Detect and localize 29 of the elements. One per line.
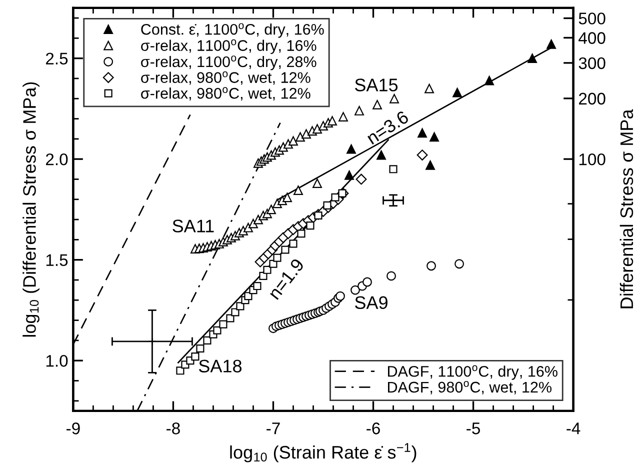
x-tick-label: -4 xyxy=(566,422,580,434)
legend-label: Const. ε̇, 1100$^{o}$C, dry, 16% xyxy=(141,23,324,38)
y2-tick-label: 500 xyxy=(578,12,606,24)
x-tick-label: -9 xyxy=(66,422,80,434)
x-axis-title: log$_{10}$ (Strain Rate ε̇ s$^{−1}$) xyxy=(230,443,416,462)
legend-label: DAGF, 980$^{o}$C, wet, 12% xyxy=(388,381,552,394)
y-axis-title: log$_{10}$ (Differential Stress σ MPa) xyxy=(22,82,40,337)
y-tick-label: 2.5 xyxy=(46,52,68,65)
y2-axis-title: Differential Stress σ MPa xyxy=(620,109,634,308)
legend-label: DAGF, 1100$^{o}$C, dry, 16% xyxy=(388,365,558,380)
annotation: SA9 xyxy=(355,296,388,310)
legend-label: σ-relax, 980$^{o}$C, wet, 12% xyxy=(141,71,310,85)
x-tick-label: -5 xyxy=(466,422,480,434)
y2-tick-label: 100 xyxy=(579,153,606,166)
y2-tick-label: 300 xyxy=(578,57,606,70)
x-tick-label: -7 xyxy=(266,422,280,434)
annotation: SA11 xyxy=(172,220,214,232)
y-tick-label: 1.0 xyxy=(46,354,68,367)
annotation: SA18 xyxy=(198,360,242,372)
y2-tick-label: 400 xyxy=(578,32,606,44)
y-tick-label: 2.0 xyxy=(46,153,68,166)
legend-label: σ-relax, 1100$^{o}$C, dry, 16% xyxy=(141,39,316,54)
legend-label: σ-relax, 1100$^{o}$C, dry, 28% xyxy=(141,56,316,70)
y-tick-label: 1.5 xyxy=(46,254,68,266)
x-tick-label: -8 xyxy=(166,422,180,434)
legend-label: σ-relax, 980$^{o}$C, wet, 12% xyxy=(141,87,310,101)
annotation: SA15 xyxy=(354,78,398,92)
y2-tick-label: 200 xyxy=(579,92,606,105)
x-tick-label: -6 xyxy=(366,422,380,434)
